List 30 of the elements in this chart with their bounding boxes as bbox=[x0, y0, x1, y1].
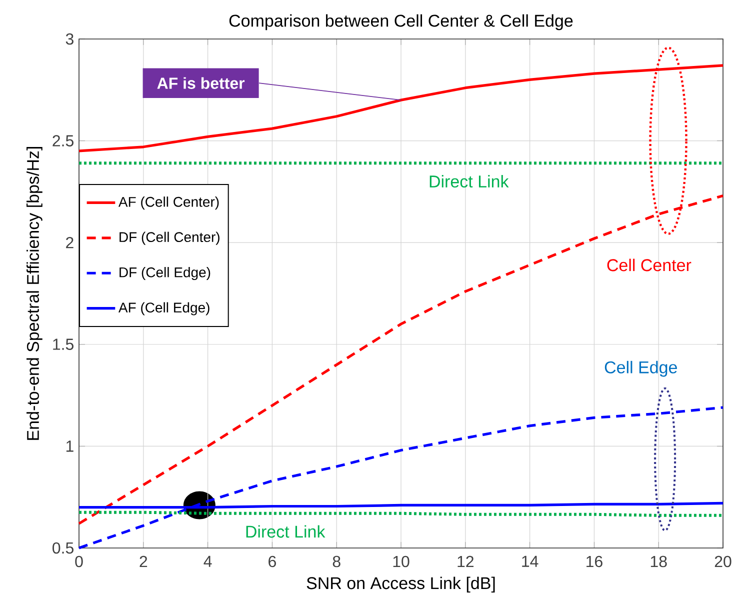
legend-label: DF (Cell Center) bbox=[120, 232, 220, 245]
y-tick-label: 2 bbox=[66, 237, 74, 248]
y-tick-label: 1.5 bbox=[53, 338, 74, 350]
annotation: Direct Link bbox=[430, 175, 509, 188]
annotation: Cell Edge bbox=[604, 360, 677, 377]
x-tick-label: 4 bbox=[204, 556, 212, 567]
x-tick-label: 8 bbox=[332, 556, 340, 568]
y-tick-label: 3 bbox=[66, 33, 74, 45]
x-tick-label: 2 bbox=[140, 556, 148, 568]
x-tick-label: 12 bbox=[458, 556, 474, 568]
legend-label: AF (Cell Center) bbox=[118, 196, 219, 210]
x-tick-label: 16 bbox=[586, 556, 602, 568]
y-tick-label: 1 bbox=[66, 440, 74, 452]
chart-title: Comparison between Cell Center & Cell Edge bbox=[229, 14, 573, 30]
x-tick-label: 14 bbox=[522, 556, 538, 567]
y-tick-label: 2.5 bbox=[52, 135, 74, 146]
y-tick-label: 0.5 bbox=[52, 542, 74, 554]
x-tick-label: 0 bbox=[75, 556, 83, 568]
line-series bbox=[78, 406, 724, 550]
annotation: Cell Center bbox=[607, 258, 692, 272]
x-tick-label: 6 bbox=[268, 556, 276, 568]
x-tick-label: 20 bbox=[714, 556, 732, 568]
legend-label: AF (Cell Edge) bbox=[118, 302, 210, 316]
x-axis-title: SNR on Access Link [dB] bbox=[306, 576, 495, 593]
y-axis-title: End-to-end Spectral Efficiency [bps/Hz] bbox=[26, 147, 42, 440]
annotation: AF is better bbox=[157, 77, 245, 89]
legend-label: DF (Cell Edge) bbox=[120, 267, 210, 280]
x-tick-label: 18 bbox=[650, 556, 667, 568]
x-tick-label: 10 bbox=[393, 556, 410, 568]
annotation: Direct Link bbox=[246, 525, 326, 538]
